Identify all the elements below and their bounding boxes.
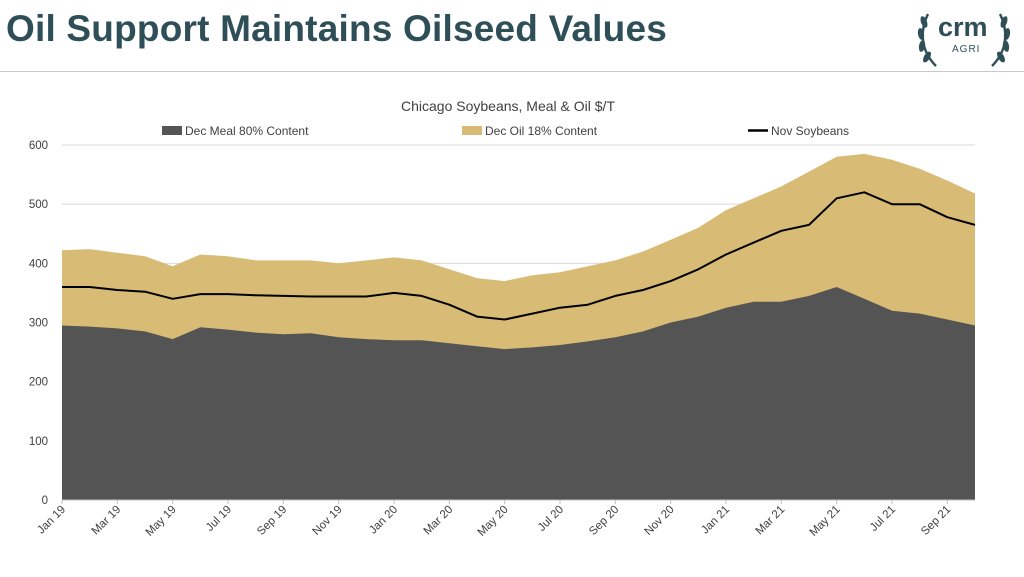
laurel-wreath-icon [917,13,1011,67]
slide-title: Oil Support Maintains Oilseed Values [6,8,668,49]
legend-label-meal: Dec Meal 80% Content [185,124,309,138]
y-tick-label: 400 [29,258,48,270]
x-tick-label: Nov 20 [643,504,677,538]
x-tick-label: Jul 20 [536,504,566,534]
soybeans-line [62,191,976,321]
x-tick-label: Jan 20 [367,504,400,537]
legend-item-meal: Dec Meal 80% Content [162,124,309,138]
x-tick-label: May 19 [144,504,179,539]
crm-agri-logo: crm AGRI [912,6,1016,72]
y-axis-ticks: 0 100 200 300 400 500 600 [29,140,48,507]
legend-item-oil: Dec Oil 18% Content [462,124,598,138]
legend-label-oil: Dec Oil 18% Content [485,124,598,138]
x-tick-label: Jul 21 [868,504,898,534]
x-tick-label: May 21 [808,504,843,539]
y-tick-label: 300 [29,318,48,330]
logo-subtitle: AGRI [952,44,981,55]
soybean-complex-chart: Chicago Soybeans, Meal & Oil $/T Dec Mea… [29,98,976,539]
x-axis-ticks: Jan 19 Mar 19 May 19 Jul 19 Sep 19 Nov 19 Jan … [35,500,953,539]
legend-swatch-meal [162,126,182,135]
x-tick-label: Jul 19 [204,504,234,534]
x-tick-label: Sep 19 [255,504,289,538]
x-tick-label: Jan 19 [35,504,68,537]
meal-area [62,287,975,500]
legend-swatch-oil [462,126,482,135]
legend: Dec Meal 80% Content Dec Oil 18% Content… [162,124,849,138]
y-tick-label: 500 [29,199,48,211]
x-tick-label: Mar 21 [754,504,788,538]
legend-label-soybeans: Nov Soybeans [771,124,849,138]
chart-title: Chicago Soybeans, Meal & Oil $/T [401,98,615,114]
x-tick-label: Sep 20 [587,504,621,538]
x-tick-label: Jan 21 [699,504,732,537]
y-tick-label: 600 [29,140,48,152]
title-divider [0,71,1024,72]
x-tick-label: Sep 21 [919,504,953,538]
x-tick-label: May 20 [476,504,511,539]
x-tick-label: Mar 20 [422,504,456,538]
x-tick-label: Mar 19 [90,504,124,538]
x-tick-label: Nov 19 [311,504,345,538]
y-tick-label: 200 [29,377,48,389]
y-tick-label: 100 [29,436,48,448]
y-tick-label: 0 [42,495,48,507]
logo-wordmark: crm [938,12,988,42]
legend-item-soybeans: Nov Soybeans [748,124,849,138]
